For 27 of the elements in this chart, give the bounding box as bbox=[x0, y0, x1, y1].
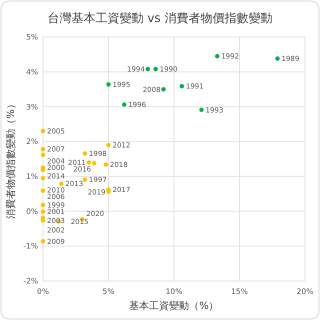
point bbox=[92, 160, 96, 166]
point bbox=[82, 177, 88, 182]
point bbox=[106, 82, 111, 87]
point bbox=[215, 54, 220, 58]
point bbox=[199, 108, 204, 112]
point bbox=[40, 239, 46, 244]
point bbox=[275, 56, 280, 61]
point bbox=[104, 162, 108, 167]
point bbox=[146, 66, 150, 72]
point bbox=[86, 160, 92, 165]
point bbox=[40, 209, 46, 214]
point bbox=[161, 87, 166, 92]
chart-title: 台灣基本工資變動 vs 消費者物價指數變動 bbox=[48, 11, 272, 25]
point bbox=[40, 188, 46, 193]
point bbox=[82, 151, 88, 156]
point bbox=[122, 102, 126, 107]
point bbox=[106, 142, 111, 148]
point bbox=[59, 182, 64, 186]
y-axis-title: 消費者物價指數變動（%） bbox=[5, 99, 17, 219]
point bbox=[153, 66, 158, 72]
point bbox=[40, 147, 46, 152]
point bbox=[40, 152, 46, 158]
point bbox=[40, 128, 46, 134]
point bbox=[180, 84, 184, 88]
x-axis-title: 基本工資變動（%） bbox=[129, 300, 219, 312]
point bbox=[40, 202, 46, 208]
point bbox=[40, 176, 46, 180]
